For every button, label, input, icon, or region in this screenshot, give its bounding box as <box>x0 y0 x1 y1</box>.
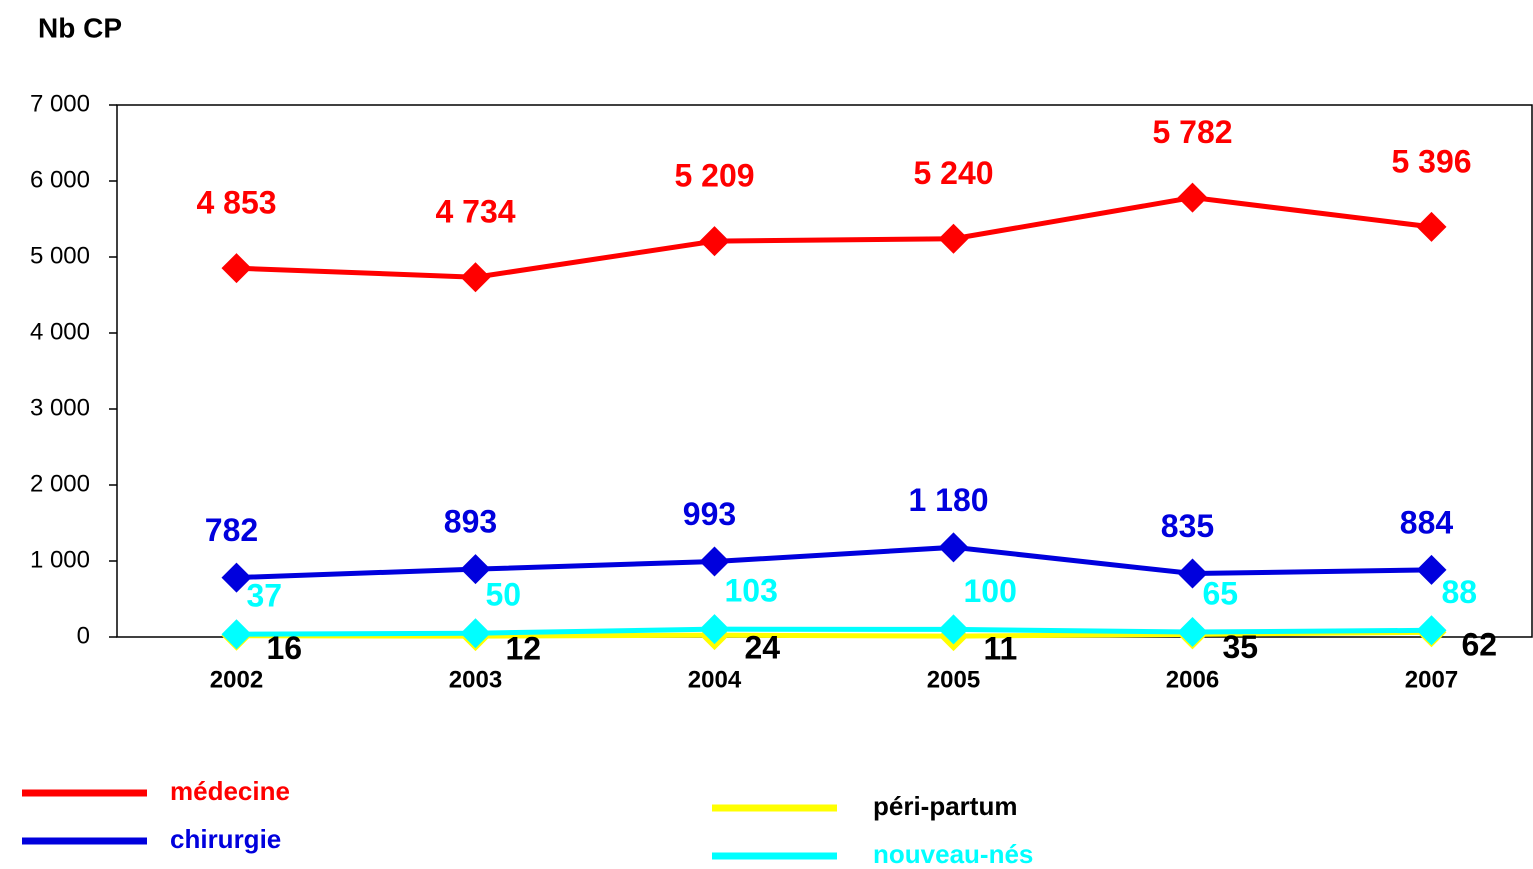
data-label: 65 <box>1203 576 1239 612</box>
data-label: 50 <box>486 577 522 613</box>
data-label: 62 <box>1462 627 1498 663</box>
data-label: 103 <box>725 573 778 609</box>
series-line <box>236 544 1432 581</box>
marker <box>1177 182 1208 213</box>
y-tick-label: 4 000 <box>30 318 90 345</box>
x-tick-label: 2002 <box>210 666 263 693</box>
marker <box>938 223 969 254</box>
legend-label: nouveau-nés <box>873 839 1033 869</box>
marker <box>221 253 252 284</box>
data-label: 5 209 <box>674 158 754 194</box>
series-line <box>236 195 1432 280</box>
marker <box>221 619 252 650</box>
data-label: 5 782 <box>1152 114 1232 150</box>
y-tick-label: 7 000 <box>30 90 90 117</box>
y-tick-label: 5 000 <box>30 242 90 269</box>
data-label: 835 <box>1161 508 1214 544</box>
data-label: 1 180 <box>908 482 988 518</box>
y-tick-label: 0 <box>77 622 90 649</box>
data-label: 5 396 <box>1391 143 1471 179</box>
marker <box>1416 554 1447 585</box>
marker <box>1177 617 1208 648</box>
marker <box>460 618 491 649</box>
marker <box>221 562 252 593</box>
data-label: 16 <box>267 630 303 666</box>
legend-label: médecine <box>170 776 290 806</box>
x-tick-label: 2005 <box>927 666 980 693</box>
marker <box>938 532 969 563</box>
x-tick-label: 2003 <box>449 666 502 693</box>
data-label: 5 240 <box>913 155 993 191</box>
marker <box>699 226 730 257</box>
y-tick-label: 3 000 <box>30 394 90 421</box>
data-label: 4 734 <box>435 194 515 230</box>
marker <box>1416 211 1447 242</box>
data-label: 88 <box>1442 574 1478 610</box>
marker <box>1416 615 1447 646</box>
y-tick-label: 6 000 <box>30 166 90 193</box>
data-label: 4 853 <box>196 185 276 221</box>
marker <box>460 262 491 293</box>
data-label: 782 <box>205 512 258 548</box>
y-tick-label: 2 000 <box>30 470 90 497</box>
series-line <box>236 626 1432 637</box>
data-label: 37 <box>247 578 283 614</box>
x-tick-label: 2004 <box>688 666 742 693</box>
data-label: 100 <box>964 573 1017 609</box>
y-tick-label: 1 000 <box>30 546 90 573</box>
x-tick-label: 2006 <box>1166 666 1219 693</box>
data-label: 24 <box>745 630 781 666</box>
data-label: 12 <box>506 631 542 667</box>
x-tick-label: 2007 <box>1405 666 1458 693</box>
marker <box>699 546 730 577</box>
marker <box>938 614 969 645</box>
data-label: 884 <box>1400 504 1454 540</box>
legend-label: péri-partum <box>873 791 1017 821</box>
y-axis-label: Nb CP <box>38 12 122 43</box>
marker <box>699 614 730 645</box>
marker <box>460 554 491 585</box>
data-label: 35 <box>1223 629 1259 665</box>
data-label: 893 <box>444 504 497 540</box>
data-label: 11 <box>984 631 1018 667</box>
legend-label: chirurgie <box>170 824 281 854</box>
data-label: 993 <box>683 496 736 532</box>
marker <box>1177 558 1208 589</box>
